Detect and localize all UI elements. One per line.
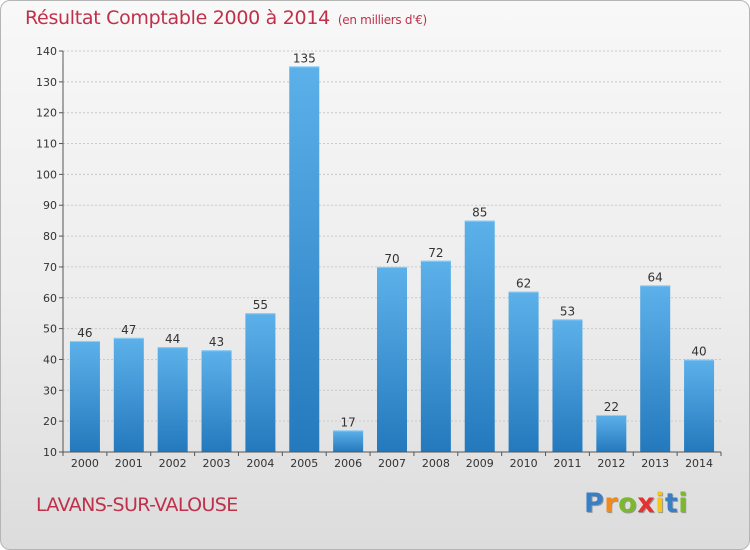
- logo-letter: r: [604, 488, 619, 519]
- y-tick-label: 50: [43, 323, 57, 336]
- bar-2014: [684, 359, 715, 452]
- town-name: LAVANS-SUR-VALOUSE: [36, 494, 238, 516]
- y-tick-label: 130: [36, 76, 57, 89]
- bar-2000: [69, 340, 100, 452]
- bar-2003: [201, 350, 232, 452]
- bar-2009: [464, 220, 495, 452]
- x-tick-label-2004: 2004: [246, 457, 274, 470]
- x-tick-label-2012: 2012: [597, 457, 625, 470]
- data-label-2012: 22: [604, 400, 619, 414]
- bar-2001: [113, 337, 144, 452]
- y-tick-label: 140: [36, 45, 57, 58]
- x-tick-label-2010: 2010: [510, 457, 538, 470]
- data-label-2006: 17: [340, 415, 355, 429]
- bar-2007: [377, 266, 407, 452]
- data-label-2013: 64: [648, 270, 663, 284]
- y-tick-label: 90: [43, 199, 57, 212]
- logo-letter: x: [637, 488, 656, 519]
- x-tick-label-2008: 2008: [422, 457, 450, 470]
- y-tick-label: 80: [43, 230, 57, 243]
- y-tick-label: 20: [43, 415, 57, 428]
- y-tick-label: 100: [36, 168, 57, 181]
- data-label-2008: 72: [428, 246, 443, 260]
- chart-title-text: Résultat Comptable 2000 à 2014: [25, 7, 330, 29]
- logo-letter: i: [655, 488, 665, 519]
- y-tick-label: 110: [36, 138, 57, 151]
- bar-2011: [552, 319, 583, 452]
- bar-2008: [420, 260, 451, 452]
- x-tick-label-2014: 2014: [685, 457, 713, 470]
- x-tick-label-2002: 2002: [159, 457, 187, 470]
- data-label-2003: 43: [209, 335, 224, 349]
- bar-2005: [289, 66, 320, 452]
- x-tick-label-2006: 2006: [334, 457, 362, 470]
- bar-2002: [157, 347, 188, 452]
- data-label-2002: 44: [165, 332, 180, 346]
- proxiti-logo: Proxiti: [584, 488, 688, 519]
- y-tick-label: 60: [43, 292, 57, 305]
- data-label-2009: 85: [472, 206, 487, 220]
- bar-2013: [640, 285, 671, 452]
- y-tick-label: 30: [43, 384, 57, 397]
- bar-2004: [245, 313, 276, 452]
- x-tick-label-2005: 2005: [290, 457, 318, 470]
- y-tick-label: 10: [43, 446, 57, 459]
- logo-letter: i: [678, 488, 689, 519]
- data-label-2010: 62: [516, 277, 531, 291]
- labels: 10 20 30 40 50 60 70 80 90 100 110 120 130 140 46 2000 4…: [36, 45, 713, 470]
- data-label-2000: 46: [77, 326, 92, 340]
- chart-unit: (en milliers d'€): [337, 13, 427, 27]
- data-label-2011: 53: [560, 304, 575, 318]
- x-tick-label-2009: 2009: [466, 457, 494, 470]
- bar-2012: [596, 414, 627, 452]
- axes: [59, 50, 722, 456]
- data-label-2014: 40: [691, 344, 706, 358]
- x-tick-label-2007: 2007: [378, 457, 406, 470]
- y-tick-label: 70: [43, 261, 57, 274]
- x-tick-label-2000: 2000: [71, 457, 99, 470]
- x-tick-label-2001: 2001: [115, 457, 143, 470]
- data-label-2005: 135: [293, 51, 316, 65]
- data-label-2004: 55: [253, 298, 268, 312]
- x-tick-label-2013: 2013: [641, 457, 669, 470]
- data-label-2007: 70: [384, 252, 399, 266]
- x-tick-label-2003: 2003: [203, 457, 231, 470]
- bars: [69, 66, 715, 452]
- logo-letter: P: [584, 488, 605, 519]
- logo-letter: o: [618, 488, 638, 519]
- y-tick-label: 40: [43, 353, 57, 366]
- y-tick-label: 120: [36, 107, 57, 120]
- data-label-2001: 47: [121, 323, 136, 337]
- logo-letter: t: [664, 488, 679, 519]
- bar-2010: [508, 291, 539, 452]
- x-tick-label-2011: 2011: [553, 457, 581, 470]
- chart-title: Résultat Comptable 2000 à 2014 (en millie…: [25, 7, 427, 29]
- bar-2006: [333, 430, 364, 452]
